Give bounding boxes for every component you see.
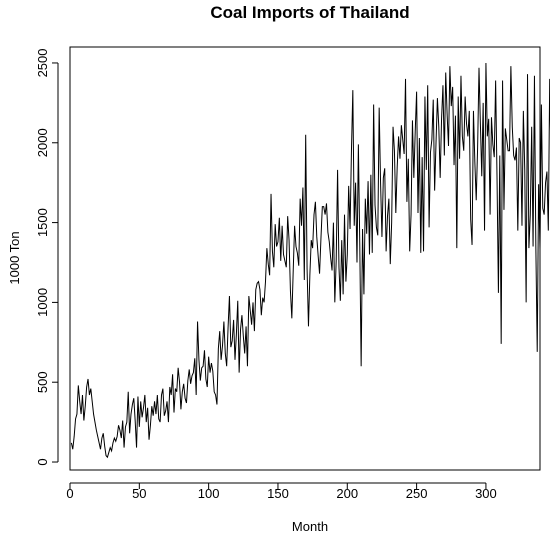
y-axis: 0 500 1000 1500 2000 2500 bbox=[35, 49, 59, 466]
x-tick-label: 50 bbox=[132, 486, 146, 501]
y-tick-label: 2000 bbox=[35, 128, 50, 157]
y-tick-label: 1000 bbox=[35, 288, 50, 317]
x-axis: 0 50 100 150 200 250 300 bbox=[66, 482, 497, 501]
x-tick-label: 250 bbox=[406, 486, 428, 501]
x-tick-label: 150 bbox=[267, 486, 289, 501]
chart-title: Coal Imports of Thailand bbox=[210, 3, 409, 22]
plot-frame bbox=[69, 46, 541, 471]
x-tick-label: 100 bbox=[198, 486, 220, 501]
x-tick-label: 300 bbox=[475, 486, 497, 501]
y-axis-label: 1000 Ton bbox=[7, 231, 22, 284]
y-tick-label: 1500 bbox=[35, 208, 50, 237]
y-tick-label: 2500 bbox=[35, 49, 50, 78]
x-tick-label: 0 bbox=[66, 486, 73, 501]
x-axis-label: Month bbox=[292, 519, 328, 534]
y-tick-label: 0 bbox=[35, 458, 50, 465]
x-tick-label: 200 bbox=[336, 486, 358, 501]
y-tick-label: 500 bbox=[35, 371, 50, 393]
series-line bbox=[70, 62, 550, 459]
